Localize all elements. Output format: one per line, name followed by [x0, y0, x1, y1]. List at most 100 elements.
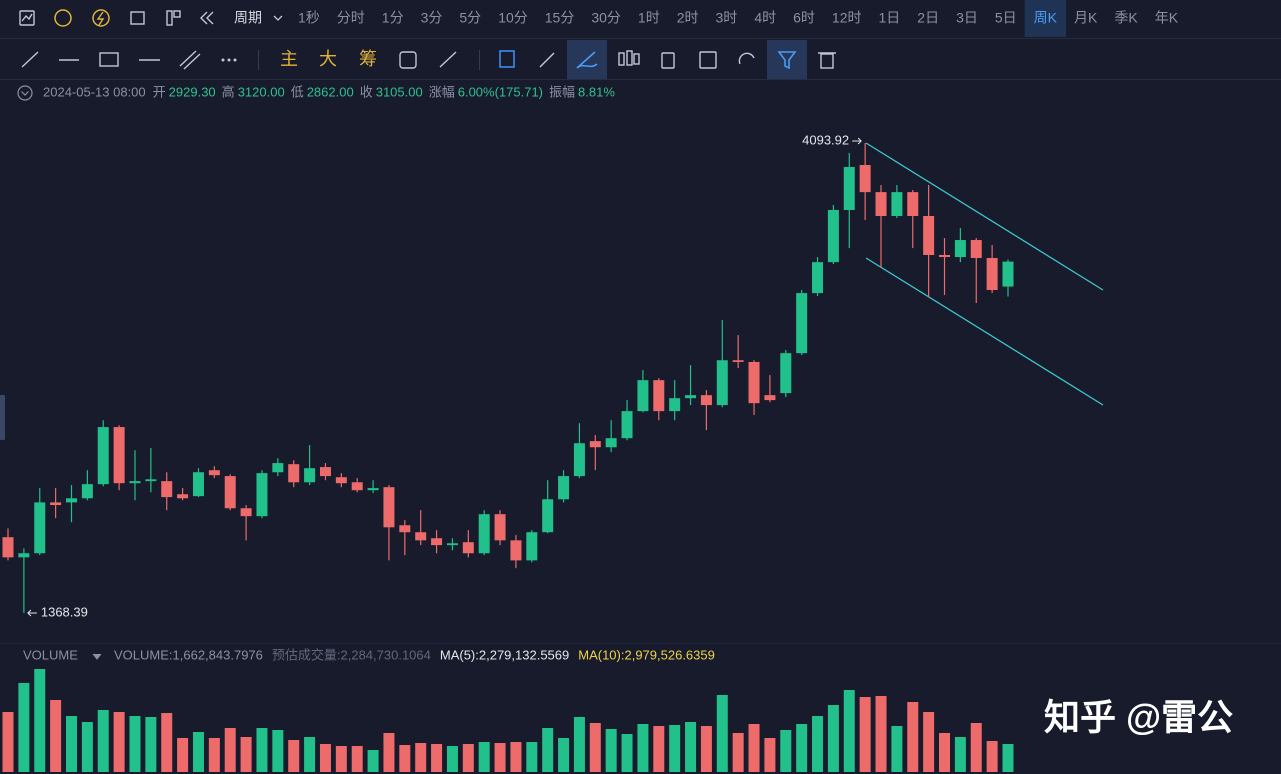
channel-line[interactable] [865, 257, 1104, 406]
period-tab[interactable]: 2日 [917, 10, 939, 26]
volume-bar [700, 726, 712, 772]
info-date: 2024-05-13 08:00 [43, 84, 146, 99]
candle-body [446, 543, 458, 546]
icon-candles-part [633, 53, 640, 65]
period-dropdown-caret[interactable] [273, 15, 283, 21]
volume-bar [812, 716, 824, 772]
icon-calendar[interactable] [130, 11, 145, 25]
candle-body [812, 262, 824, 294]
candle-body [986, 258, 998, 290]
info-collapse[interactable] [17, 85, 33, 101]
candle-body [780, 353, 792, 394]
period-tab[interactable]: 3分 [421, 10, 443, 26]
candle-body [907, 192, 919, 217]
indicator-tool[interactable]: 大 [319, 49, 337, 69]
info-label: 收 [360, 84, 373, 99]
icon-trash[interactable] [820, 53, 834, 69]
period-tab[interactable]: 10分 [498, 10, 528, 26]
watermark: 知乎 @雷公 [1044, 697, 1233, 738]
period-tab[interactable]: 3日 [956, 10, 978, 26]
volume-field: VOLUME:1,662,843.7976 [114, 647, 263, 662]
period-tab[interactable]: 2时 [677, 10, 699, 26]
min-price-label: 1368.39 [41, 604, 88, 619]
icon-layout[interactable] [166, 10, 173, 26]
period-label[interactable]: 周期 [234, 10, 262, 26]
volume-bar [558, 737, 570, 772]
period-tab[interactable]: 4时 [754, 10, 776, 26]
volume-bar [50, 699, 62, 772]
period-tab[interactable]: 30分 [591, 10, 621, 26]
candle-body [304, 468, 316, 483]
icon-parallel[interactable] [179, 50, 197, 67]
candle-body [1002, 261, 1014, 287]
volume-bar [224, 727, 236, 772]
period-tab[interactable]: 3时 [716, 10, 738, 26]
candle-body [113, 427, 125, 484]
candle-body [494, 514, 506, 541]
icon-copy[interactable] [499, 50, 515, 68]
period-tab[interactable]: 月K [1074, 10, 1098, 26]
volume-bar [954, 736, 966, 772]
candle-body [288, 464, 300, 483]
icon-sync[interactable] [399, 51, 417, 69]
volume-bar [859, 696, 871, 772]
icon-filter[interactable] [777, 51, 797, 70]
period-tab[interactable]: 分时 [337, 10, 365, 26]
indicator-tool[interactable]: 主 [280, 49, 298, 69]
icon-chart[interactable] [19, 10, 35, 26]
candle-body [621, 411, 633, 439]
volume-bar [748, 724, 760, 772]
indicator-tool[interactable]: 筹 [359, 49, 377, 69]
period-tab[interactable]: 5日 [995, 10, 1017, 26]
icon-rewind[interactable] [200, 11, 208, 25]
info-value: 3120.00 [238, 84, 285, 99]
icon-compass[interactable] [54, 9, 72, 27]
icon-note[interactable] [699, 51, 717, 69]
volume-bar [716, 694, 728, 772]
channel-line[interactable] [865, 142, 1104, 291]
icon-candles-part [626, 50, 633, 66]
volume-bar [415, 742, 427, 772]
volume-bar [986, 741, 998, 772]
icon-more-dot [227, 58, 231, 62]
volume-dropdown[interactable] [92, 653, 102, 660]
volume-bar [240, 736, 252, 772]
period-tab[interactable]: 12时 [832, 10, 862, 26]
period-tab[interactable]: 15分 [545, 10, 575, 26]
volume-bar [208, 737, 220, 772]
period-tab[interactable]: 1秒 [298, 10, 320, 26]
candle-body [939, 255, 951, 258]
period-tab[interactable]: 1分 [382, 10, 404, 26]
period-tab[interactable]: 6时 [793, 10, 815, 26]
max-price-label: 4093.92 [802, 132, 849, 147]
volume-field: MA(10):2,979,526.6359 [578, 647, 715, 662]
candle-body [748, 361, 760, 404]
candle-body [605, 438, 617, 448]
candle-body [81, 484, 93, 499]
candle-body [129, 481, 141, 484]
icon-candles[interactable] [618, 52, 625, 66]
icon-more[interactable] [221, 58, 225, 62]
icon-flash[interactable] [92, 9, 110, 27]
icon-rect[interactable] [99, 52, 119, 67]
candle-body [415, 532, 427, 541]
candle-body [653, 380, 665, 412]
volume-bar [192, 731, 204, 772]
period-tab[interactable]: 1日 [878, 10, 900, 26]
icon-clipboard[interactable] [661, 52, 675, 69]
period-tab[interactable]: 周K [1034, 10, 1058, 26]
icon-erase[interactable] [439, 51, 457, 68]
icon-line[interactable] [21, 51, 39, 68]
period-tab[interactable]: 季K [1114, 10, 1138, 26]
side-tab[interactable] [0, 395, 5, 440]
period-tab[interactable]: 年K [1155, 10, 1179, 26]
icon-magnet[interactable] [738, 52, 755, 65]
period-tab[interactable]: 5分 [459, 10, 481, 26]
icon-pen[interactable] [576, 51, 598, 69]
icon-parallel-part [183, 53, 201, 70]
period-tab[interactable]: 1时 [638, 10, 660, 26]
icon-ruler[interactable] [539, 52, 555, 68]
candle-body [843, 167, 855, 210]
candle-body [161, 481, 173, 498]
